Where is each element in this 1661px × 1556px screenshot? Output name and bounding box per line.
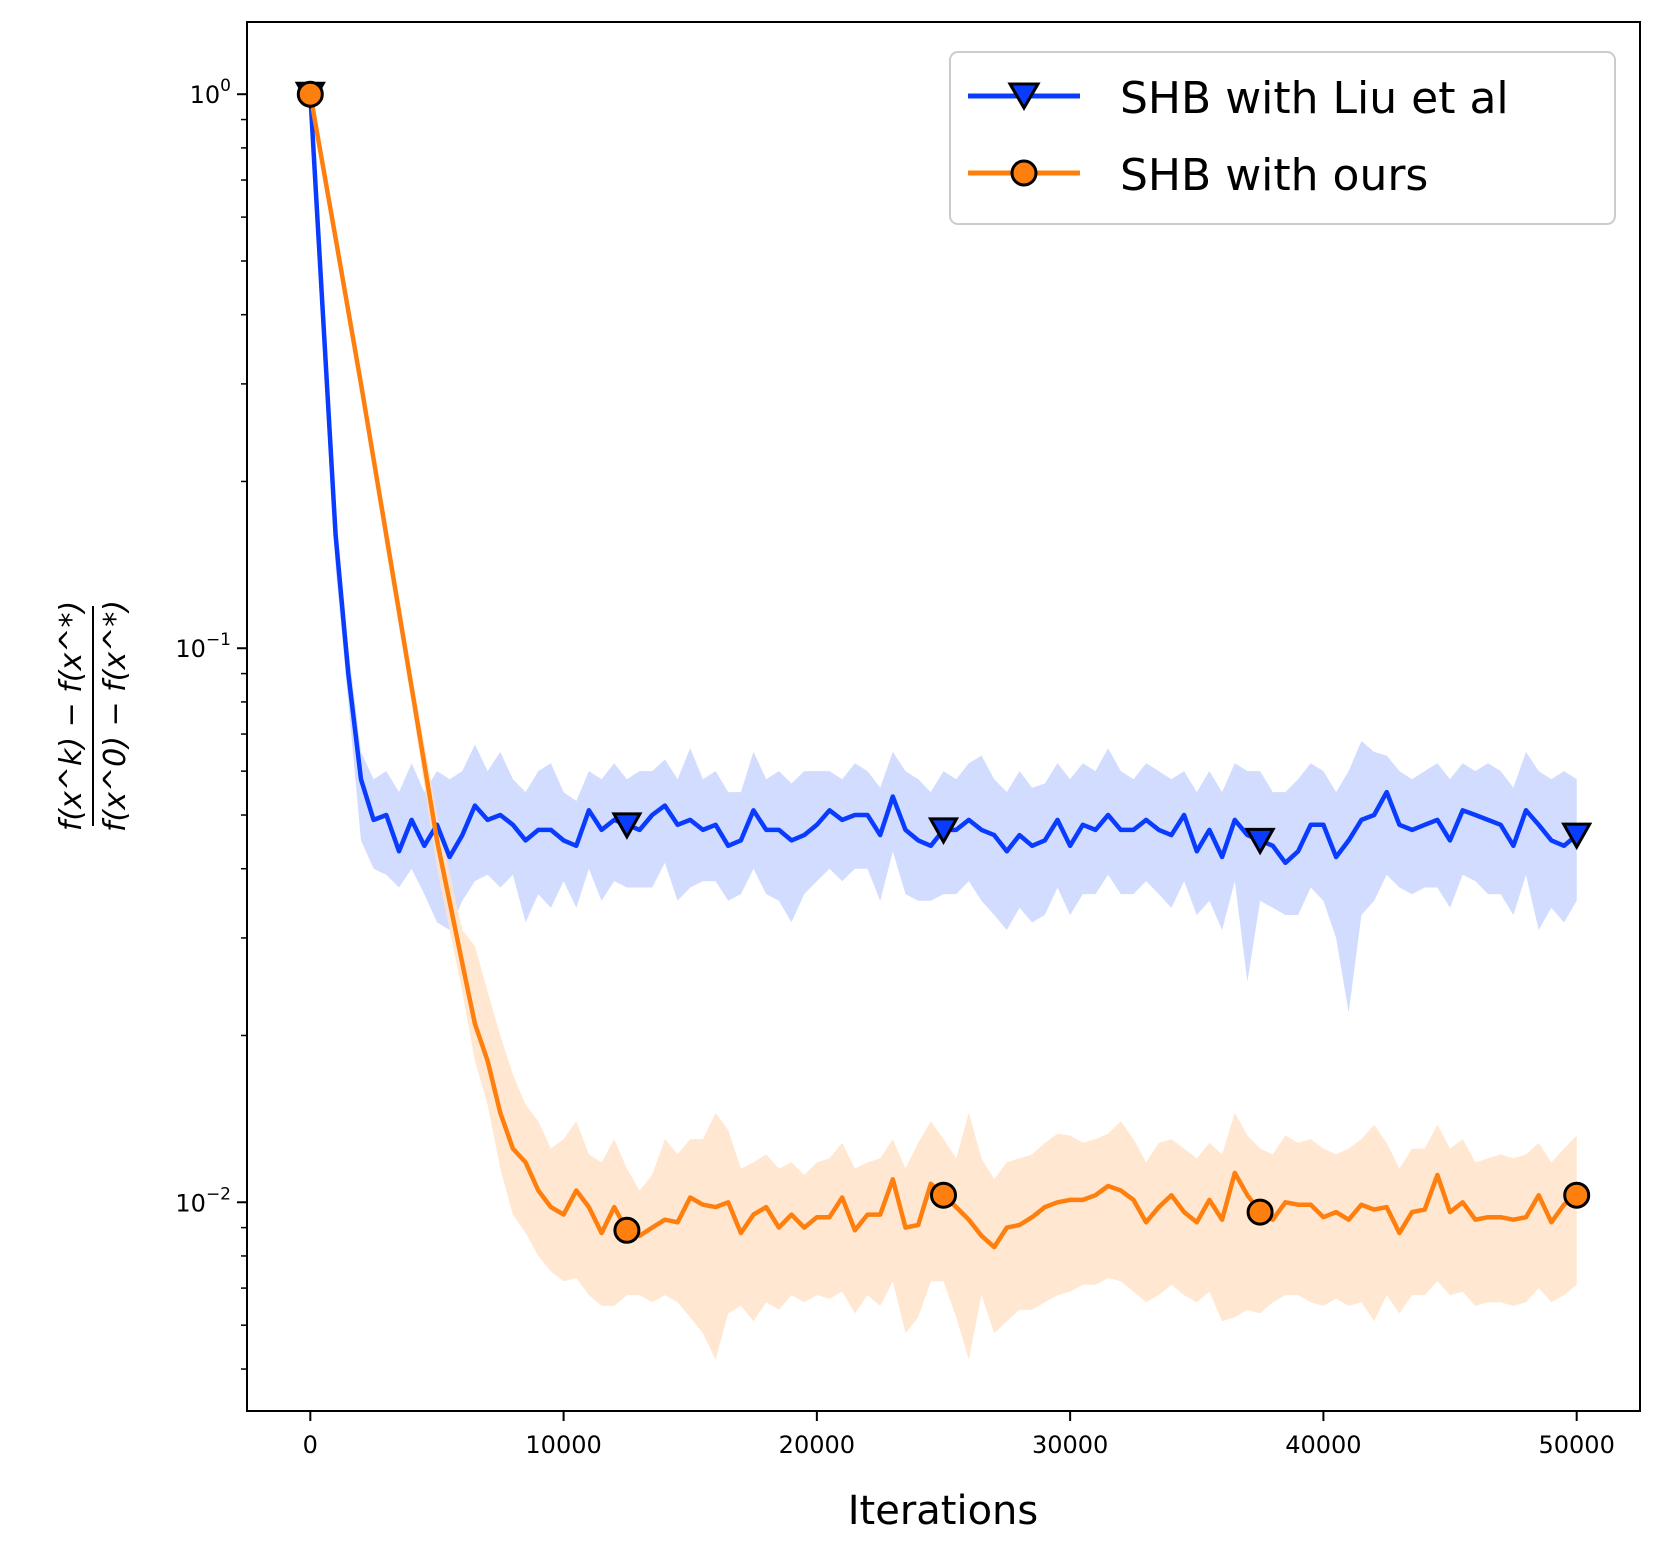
marker-series-1-3	[1246, 1198, 1274, 1226]
marker-series-0-3	[1244, 827, 1276, 856]
marker-series-0-4	[1561, 822, 1593, 851]
legend-label-ours: SHB with ours	[1120, 150, 1428, 201]
x-tick-label-1: 10000	[525, 1431, 601, 1459]
y-axis-label: f(x^k) − f(x^*) f(x^0) − f(x^*)	[54, 600, 133, 832]
x-tick-label-5: 50000	[1539, 1431, 1615, 1459]
line-series-1	[308, 93, 1579, 1250]
band-series-0	[310, 94, 1577, 1013]
x-tick-label-0: 0	[303, 1431, 318, 1459]
y-axis-ticks: 100 10−1 10−2	[175, 76, 247, 1370]
band-series-1	[310, 94, 1577, 1360]
legend-box	[949, 51, 1616, 225]
series-markers	[294, 80, 1593, 1244]
marker-series-0-1	[611, 812, 643, 840]
marker-series-0-2	[927, 817, 960, 845]
marker-series-1-1	[613, 1216, 641, 1244]
y-tick-label-2: 10−2	[175, 1184, 231, 1217]
x-axis-ticks: 0 10000 20000 30000 40000 50000	[303, 1411, 1615, 1459]
legend-marker-triangle	[1007, 82, 1041, 111]
y-axis-label-denominator: f(x^0) − f(x^*)	[98, 600, 133, 832]
y-axis-label-numerator: f(x^k) − f(x^*)	[54, 601, 89, 831]
marker-series-1-2	[930, 1181, 957, 1209]
y-tick-label-1: 10−1	[175, 630, 231, 663]
x-axis-label: Iterations	[848, 1488, 1039, 1534]
x-tick-label-4: 40000	[1285, 1431, 1361, 1459]
legend-label-liu: SHB with Liu et al	[1120, 73, 1509, 124]
x-tick-label-3: 30000	[1032, 1431, 1108, 1459]
x-tick-label-2: 20000	[779, 1431, 855, 1459]
legend-marker-circle	[1010, 159, 1038, 187]
marker-series-1-0	[296, 80, 324, 108]
y-tick-label-0: 100	[190, 76, 231, 109]
plot-frame	[246, 21, 1641, 1412]
confidence-bands	[310, 94, 1577, 1360]
legend: SHB with Liu et al SHB with ours	[949, 51, 1616, 225]
marker-series-1-4	[1563, 1181, 1591, 1209]
